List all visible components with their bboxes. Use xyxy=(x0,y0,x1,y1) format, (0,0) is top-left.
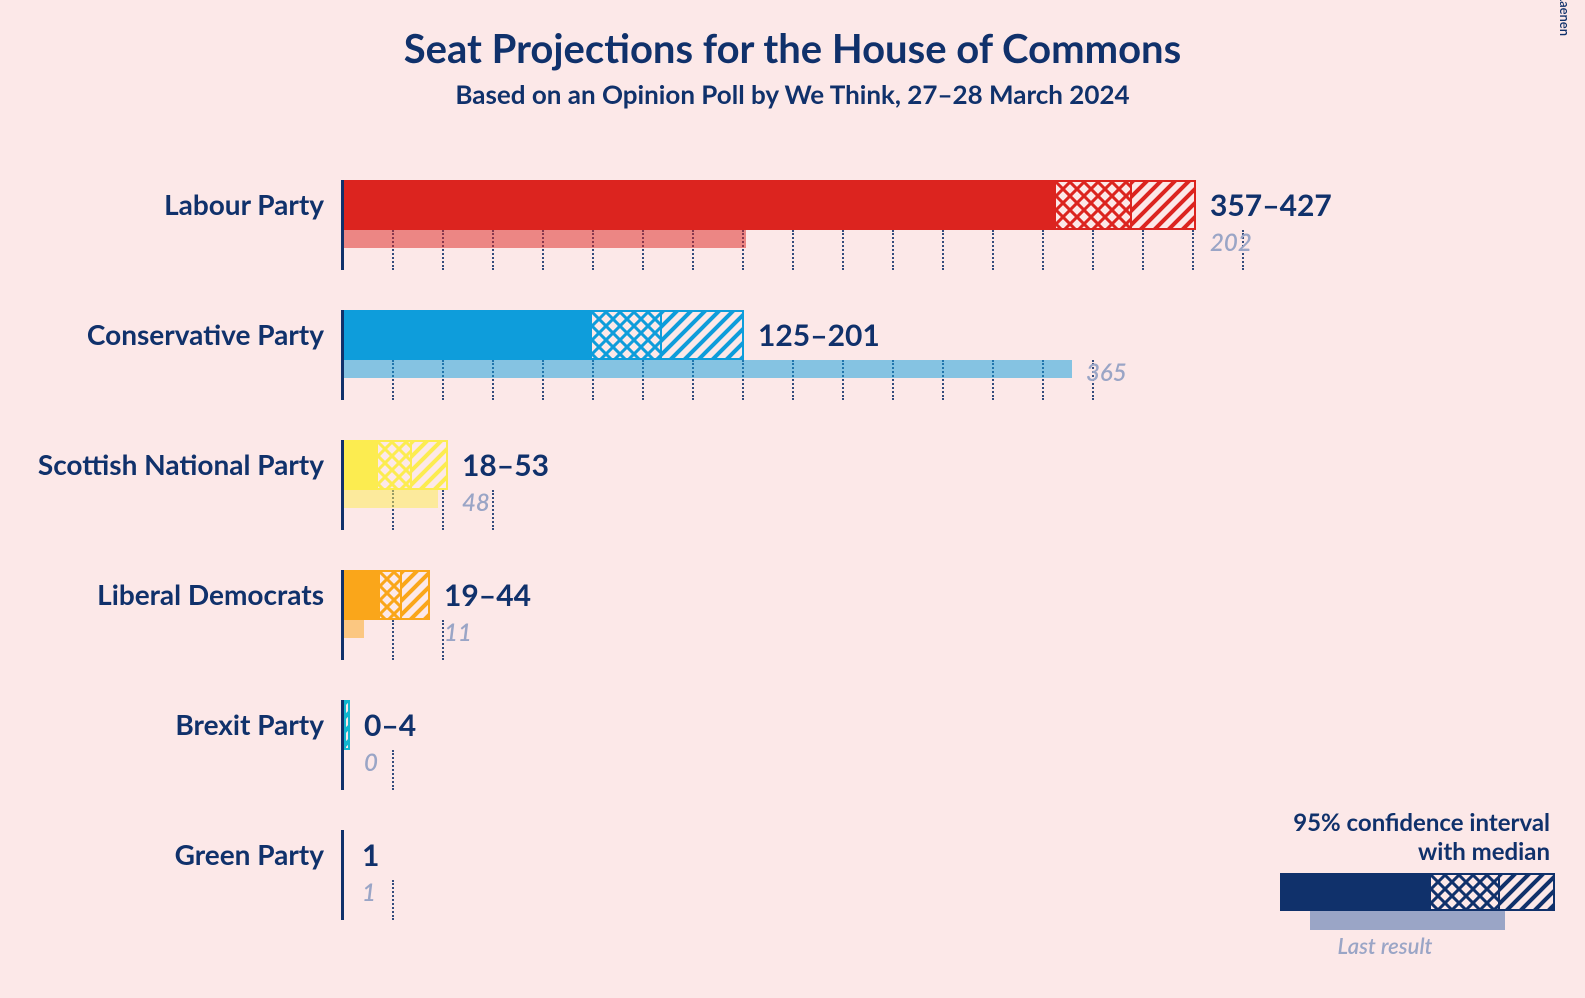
legend-ci-diagonal xyxy=(1500,873,1555,911)
party-row: Brexit Party 0–4 0 xyxy=(0,669,1585,799)
chart-title: Seat Projections for the House of Common… xyxy=(0,24,1585,72)
party-row: Labour Party 357–427 202 xyxy=(0,149,1585,279)
range-label: 357–427 xyxy=(1210,187,1332,223)
party-row: Scottish National Party 18–53 48 xyxy=(0,409,1585,539)
legend-title: 95% confidence intervalwith median xyxy=(1220,809,1550,867)
gridline-dotted xyxy=(792,230,794,270)
legend-ci-solid xyxy=(1280,873,1431,911)
party-label: Labour Party xyxy=(0,187,324,221)
ci-bar-diagonal xyxy=(1132,180,1196,230)
gridline-dotted xyxy=(842,230,844,270)
gridline-dotted xyxy=(1042,230,1044,270)
ci-bar-diagonal xyxy=(412,440,448,490)
ci-bar-solid xyxy=(342,310,592,360)
gridline-dotted xyxy=(992,230,994,270)
range-label: 1 xyxy=(362,837,379,873)
copyright: © 2024 Filip van Laenen xyxy=(1557,0,1573,36)
last-result-label: 0 xyxy=(364,748,378,777)
gridline-dotted xyxy=(392,880,394,920)
gridline-dotted xyxy=(892,230,894,270)
y-axis xyxy=(341,570,344,660)
y-axis xyxy=(341,440,344,530)
gridline-dotted xyxy=(392,750,394,790)
gridline-dotted xyxy=(942,230,944,270)
y-axis xyxy=(341,830,344,920)
party-row: Conservative Party 125–201 365 xyxy=(0,279,1585,409)
range-label: 18–53 xyxy=(462,447,549,483)
gridline-dotted xyxy=(1092,230,1094,270)
range-label: 0–4 xyxy=(364,707,416,743)
last-result-bar xyxy=(342,230,746,248)
legend-last-label: Last result xyxy=(1220,932,1550,959)
last-result-bar xyxy=(342,490,438,508)
ci-bar-crosshatch xyxy=(380,570,402,620)
y-axis xyxy=(341,310,344,400)
party-label: Scottish National Party xyxy=(0,447,324,481)
y-axis xyxy=(341,700,344,790)
last-result-bar xyxy=(342,620,364,638)
last-result-label: 11 xyxy=(444,618,472,647)
ci-bar-crosshatch xyxy=(1056,180,1132,230)
range-label: 125–201 xyxy=(758,317,880,353)
gridline-dotted xyxy=(1142,230,1144,270)
gridline-dotted xyxy=(492,490,494,530)
last-result-label: 202 xyxy=(1210,228,1252,257)
ci-bar-solid xyxy=(342,570,380,620)
range-label: 19–44 xyxy=(444,577,531,613)
ci-bar-crosshatch xyxy=(378,440,412,490)
party-label: Brexit Party xyxy=(0,707,324,741)
last-result-label: 1 xyxy=(362,878,376,907)
last-result-bar xyxy=(342,360,1072,378)
ci-bar-crosshatch xyxy=(592,310,662,360)
ci-bar-diagonal xyxy=(662,310,744,360)
last-result-label: 365 xyxy=(1086,358,1127,387)
legend: 95% confidence intervalwith medianLast r… xyxy=(1220,809,1550,867)
party-label: Green Party xyxy=(0,837,324,871)
ci-bar-solid xyxy=(342,180,1056,230)
ci-bar-solid xyxy=(342,440,378,490)
chart-subtitle: Based on an Opinion Poll by We Think, 27… xyxy=(0,78,1585,110)
gridline-dotted xyxy=(1192,230,1194,270)
party-label: Liberal Democrats xyxy=(0,577,324,611)
legend-title-line2: with median xyxy=(1220,838,1550,867)
party-label: Conservative Party xyxy=(0,317,324,351)
last-result-label: 48 xyxy=(462,488,490,517)
legend-title-line1: 95% confidence interval xyxy=(1220,809,1550,838)
party-row: Liberal Democrats 19–44 11 xyxy=(0,539,1585,669)
ci-bar-diagonal xyxy=(346,700,350,750)
y-axis xyxy=(341,180,344,270)
ci-bar-diagonal xyxy=(402,570,430,620)
legend-ci-crosshatch xyxy=(1431,873,1500,911)
gridline-dotted xyxy=(442,490,444,530)
legend-last-bar xyxy=(1310,911,1505,930)
gridline-dotted xyxy=(392,620,394,660)
